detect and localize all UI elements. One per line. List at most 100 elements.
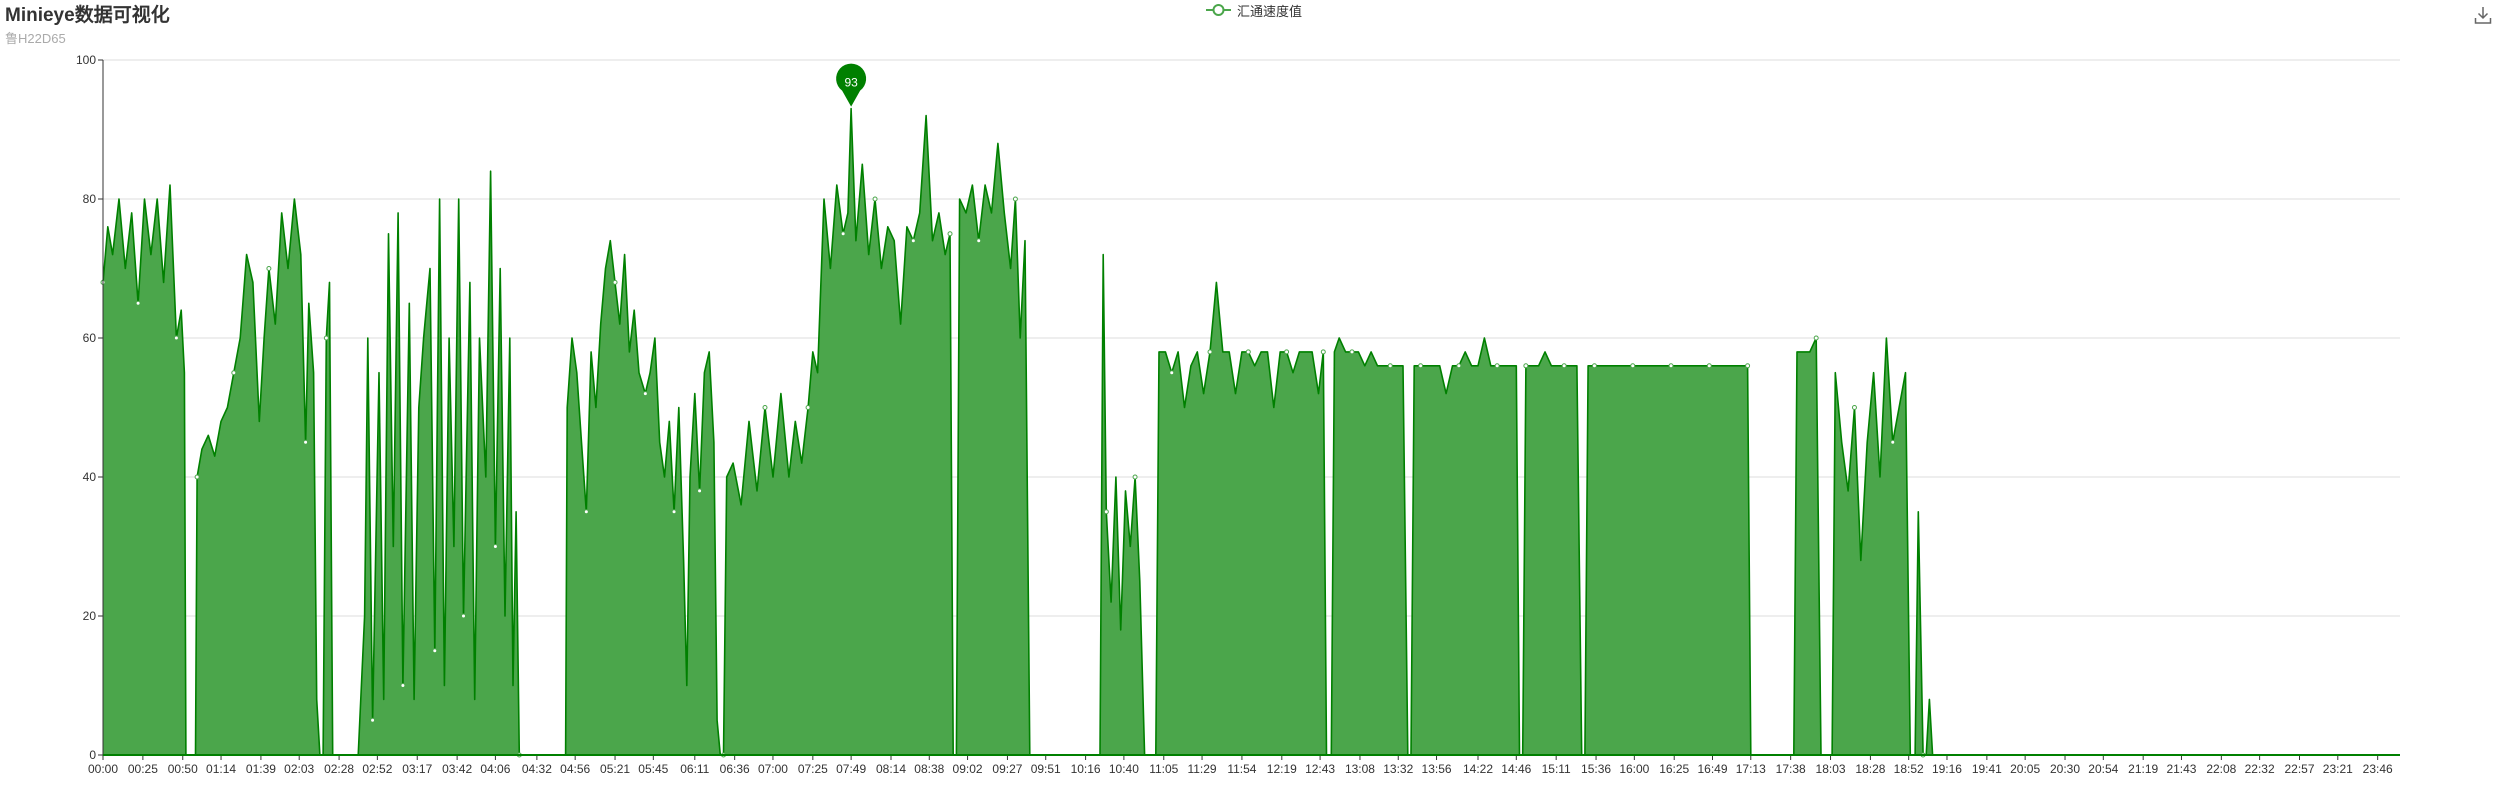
data-point[interactable] [266,266,272,271]
data-point[interactable] [1245,349,1251,355]
x-tick-label: 10:40 [1109,762,1139,776]
data-point[interactable] [492,544,498,549]
data-point[interactable] [1012,196,1018,202]
x-tick-label: 09:51 [1031,762,1061,776]
data-point[interactable] [642,391,648,397]
data-point[interactable] [840,231,846,237]
x-tick-label: 07:49 [836,762,866,776]
data-point[interactable] [1668,363,1674,369]
x-tick-label: 02:03 [284,762,314,776]
x-tick-label: 16:00 [1619,762,1649,776]
data-point[interactable] [1169,370,1175,376]
x-tick-label: 10:16 [1071,762,1101,776]
x-tick-label: 15:11 [1542,762,1571,776]
data-point[interactable] [194,474,200,480]
x-tick-label: 20:54 [2088,762,2118,776]
data-point[interactable] [583,509,589,515]
data-point[interactable] [1320,349,1326,355]
data-point[interactable] [370,717,376,723]
x-tick-label: 20:05 [2010,762,2040,776]
x-tick-label: 00:25 [128,762,158,776]
x-tick-label: 19:16 [1932,762,1962,776]
x-tick-label: 13:32 [1383,762,1413,776]
x-tick-label: 01:39 [246,762,276,776]
data-point[interactable] [1494,363,1500,369]
x-tick-label: 18:03 [1816,762,1846,776]
x-tick-label: 20:30 [2050,762,2080,776]
x-tick-label: 09:27 [992,762,1022,776]
data-point[interactable] [612,279,618,285]
data-point[interactable] [1851,405,1857,410]
data-point[interactable] [1387,363,1393,369]
data-point[interactable] [1132,474,1138,480]
data-point[interactable] [135,300,141,306]
x-tick-label: 23:46 [2363,762,2393,776]
data-point[interactable] [805,405,811,410]
max-marker-label: 93 [844,76,858,90]
data-point[interactable] [872,196,878,202]
data-point[interactable] [1349,349,1355,355]
data-point[interactable] [1890,439,1896,445]
chart-subtitle: 鲁H22D65 [5,31,66,46]
y-tick-label: 60 [83,331,97,345]
x-tick-label: 19:41 [1972,762,2002,776]
data-point[interactable] [1523,363,1529,369]
x-tick-label: 05:45 [638,762,668,776]
data-point[interactable] [1630,363,1636,369]
data-point[interactable] [1745,363,1751,369]
x-tick-label: 06:36 [720,762,750,776]
data-point[interactable] [976,238,982,244]
x-tick-label: 18:52 [1894,762,1924,776]
x-tick-label: 12:19 [1267,762,1297,776]
data-point[interactable] [323,335,329,341]
data-point[interactable] [1561,363,1567,369]
x-tick-label: 22:57 [2284,762,2314,776]
data-point[interactable] [432,648,438,654]
x-tick-label: 18:28 [1855,762,1885,776]
data-point[interactable] [1813,335,1819,341]
legend-item-speed[interactable]: 汇通速度值 [1206,0,1302,20]
x-tick-label: 12:43 [1305,762,1335,776]
max-marker-pin[interactable] [836,63,867,107]
x-tick-label: 21:43 [2166,762,2196,776]
x-tick-label: 09:02 [953,762,983,776]
x-tick-label: 16:25 [1659,762,1689,776]
data-point[interactable] [173,335,179,341]
data-point[interactable] [1418,363,1424,369]
data-point[interactable] [671,509,677,515]
data-point[interactable] [1284,349,1290,355]
x-tick-label: 14:22 [1463,762,1493,776]
data-point[interactable] [1103,509,1109,515]
x-tick-label: 21:19 [2128,762,2158,776]
x-tick-label: 07:00 [758,762,788,776]
x-tick-label: 00:00 [88,762,118,776]
data-point[interactable] [697,488,703,494]
data-point[interactable] [1706,363,1712,369]
data-point[interactable] [231,370,237,376]
x-tick-label: 11:54 [1227,762,1256,776]
data-point[interactable] [303,439,309,445]
x-tick-label: 04:56 [560,762,590,776]
data-point[interactable] [461,613,467,619]
max-marker-layer: 93 [836,63,867,107]
data-point[interactable] [910,238,916,244]
x-tick-label: 13:08 [1345,762,1375,776]
download-icon[interactable] [2472,4,2494,26]
series-area [103,108,2399,756]
x-tick-label: 05:21 [600,762,630,776]
x-tick-label: 16:49 [1697,762,1727,776]
y-tick-label: 0 [89,748,96,762]
data-point[interactable] [1207,349,1213,355]
data-point[interactable] [947,231,953,237]
x-tick-label: 00:50 [168,762,198,776]
data-point[interactable] [1456,363,1462,369]
data-point[interactable] [1591,363,1597,369]
x-tick-label: 22:08 [2206,762,2236,776]
data-point[interactable] [400,683,406,688]
x-tick-label: 17:38 [1776,762,1806,776]
x-tick-label: 03:42 [442,762,472,776]
axes: 0 20 40 60 80 100 00:00 00:25 00:50 01:14 01:39 02:… [76,53,2400,776]
data-point[interactable] [762,405,768,410]
